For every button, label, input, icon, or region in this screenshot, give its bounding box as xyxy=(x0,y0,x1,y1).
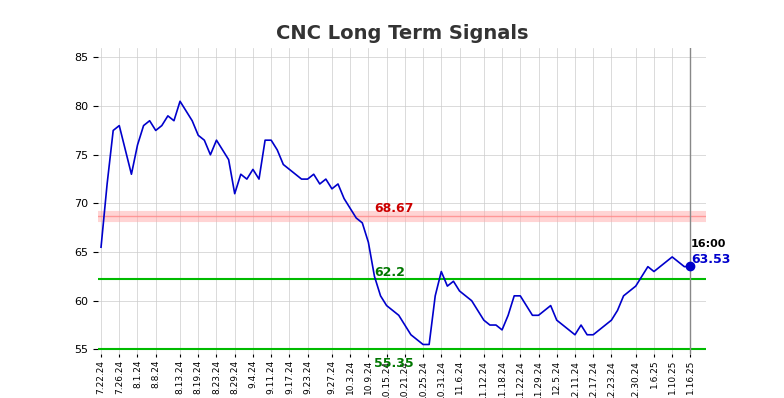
Text: 62.2: 62.2 xyxy=(375,266,405,279)
Text: 68.67: 68.67 xyxy=(375,203,414,215)
Title: CNC Long Term Signals: CNC Long Term Signals xyxy=(275,24,528,43)
Text: 63.53: 63.53 xyxy=(691,254,731,266)
Text: 16:00: 16:00 xyxy=(691,239,727,249)
Text: 55.35: 55.35 xyxy=(375,357,414,370)
